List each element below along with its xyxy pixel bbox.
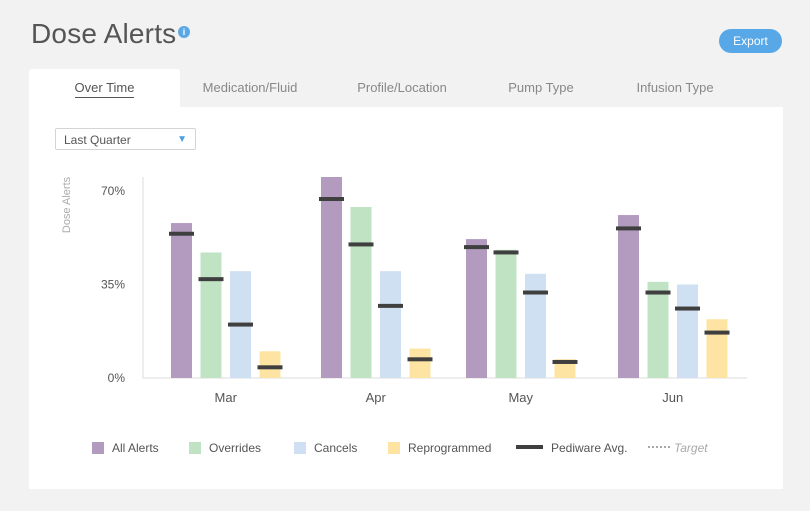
legend-cancels[interactable]: Cancels: [294, 440, 357, 456]
legend-swatch: [388, 442, 400, 454]
bar-overrides[interactable]: [647, 281, 669, 378]
legend-pediware-avg[interactable]: Pediware Avg.: [516, 440, 628, 456]
tab-label: Profile/Location: [357, 80, 447, 95]
legend-label: Reprogrammed: [408, 441, 492, 455]
legend-label: Pediware Avg.: [551, 441, 628, 455]
bar-reprogrammed[interactable]: [409, 348, 431, 378]
bar-all-alerts[interactable]: [466, 239, 487, 378]
legend-all-alerts[interactable]: All Alerts: [92, 440, 159, 456]
export-button[interactable]: Export: [719, 29, 782, 53]
tab-label: Infusion Type: [636, 80, 714, 95]
y-axis-label: Dose Alerts: [61, 176, 73, 233]
y-tick-label: 70%: [101, 184, 125, 198]
pediware-avg-marker: [675, 306, 700, 311]
bar-reprogrammed[interactable]: [259, 351, 281, 378]
pediware-avg-marker: [257, 365, 283, 370]
page-title: Dose Alerts: [31, 18, 177, 49]
bar-overrides[interactable]: [200, 252, 222, 378]
x-tick-label: Jun: [662, 390, 683, 405]
pediware-avg-marker: [348, 242, 374, 247]
bar-reprogrammed[interactable]: [706, 319, 728, 378]
tab-label: Pump Type: [508, 80, 574, 95]
pediware-avg-marker: [228, 322, 253, 327]
tab-infusion-type[interactable]: Infusion Type: [617, 69, 733, 107]
bar-cancels[interactable]: [380, 271, 401, 378]
bar-cancels[interactable]: [525, 273, 546, 378]
dose-alerts-chart: Dose Alerts 70% 35% 0% Mar Apr May Jun: [61, 176, 747, 405]
legend-swatch: [648, 446, 670, 448]
date-range-dropdown[interactable]: Last Quarter ▼: [55, 128, 196, 150]
bar-cancels[interactable]: [677, 284, 698, 379]
bar-all-alerts[interactable]: [618, 215, 639, 378]
x-tick-label: Mar: [215, 390, 238, 405]
tab-bar: Over Time Medication/Fluid Profile/Locat…: [29, 69, 783, 107]
pediware-avg-marker: [552, 359, 578, 364]
pediware-avg-marker: [198, 277, 224, 282]
pediware-avg-marker: [464, 245, 489, 250]
tab-label: Medication/Fluid: [202, 80, 298, 95]
legend-label: All Alerts: [112, 441, 159, 455]
pediware-avg-marker: [523, 290, 548, 295]
pediware-avg-marker: [169, 231, 194, 236]
pediware-avg-marker: [704, 330, 730, 335]
pediware-avg-marker: [616, 226, 641, 231]
legend-target[interactable]: Target: [648, 440, 708, 456]
info-icon[interactable]: i: [178, 26, 190, 38]
chart-panel: Last Quarter ▼ Dose Alerts 70% 35% 0% Mar A…: [29, 107, 783, 489]
tab-pump-type[interactable]: Pump Type: [489, 69, 593, 107]
tab-over-time[interactable]: Over Time: [29, 69, 180, 107]
tab-profile-location[interactable]: Profile/Location: [339, 69, 465, 107]
chart-legend: All Alerts Overrides Cancels Reprogramme…: [92, 440, 772, 460]
pediware-avg-marker: [407, 357, 433, 362]
bar-reprogrammed[interactable]: [554, 359, 576, 378]
bar-overrides[interactable]: [495, 249, 517, 378]
legend-overrides[interactable]: Overrides: [189, 440, 261, 456]
legend-swatch: [516, 445, 543, 449]
legend-label: Target: [674, 441, 708, 455]
pediware-avg-marker: [378, 303, 403, 308]
pediware-avg-marker: [645, 290, 671, 295]
legend-swatch: [189, 442, 201, 454]
bar-overrides[interactable]: [350, 207, 372, 378]
tab-medication-fluid[interactable]: Medication/Fluid: [187, 69, 313, 107]
date-range-value: Last Quarter: [64, 133, 131, 147]
chevron-down-icon: ▼: [177, 134, 187, 145]
x-tick-label: Apr: [366, 390, 387, 405]
legend-swatch: [294, 442, 306, 454]
legend-label: Overrides: [209, 441, 262, 455]
tab-label: Over Time: [74, 80, 135, 98]
bar-all-alerts[interactable]: [321, 177, 342, 378]
pediware-avg-marker: [493, 250, 519, 255]
pediware-avg-marker: [319, 197, 344, 202]
y-tick-label: 0%: [108, 371, 126, 385]
legend-reprogrammed[interactable]: Reprogrammed: [388, 440, 491, 456]
bar-all-alerts[interactable]: [171, 223, 192, 378]
legend-label: Cancels: [314, 441, 358, 455]
y-tick-label: 35%: [101, 278, 125, 292]
legend-swatch: [92, 442, 104, 454]
x-tick-label: May: [508, 390, 533, 405]
